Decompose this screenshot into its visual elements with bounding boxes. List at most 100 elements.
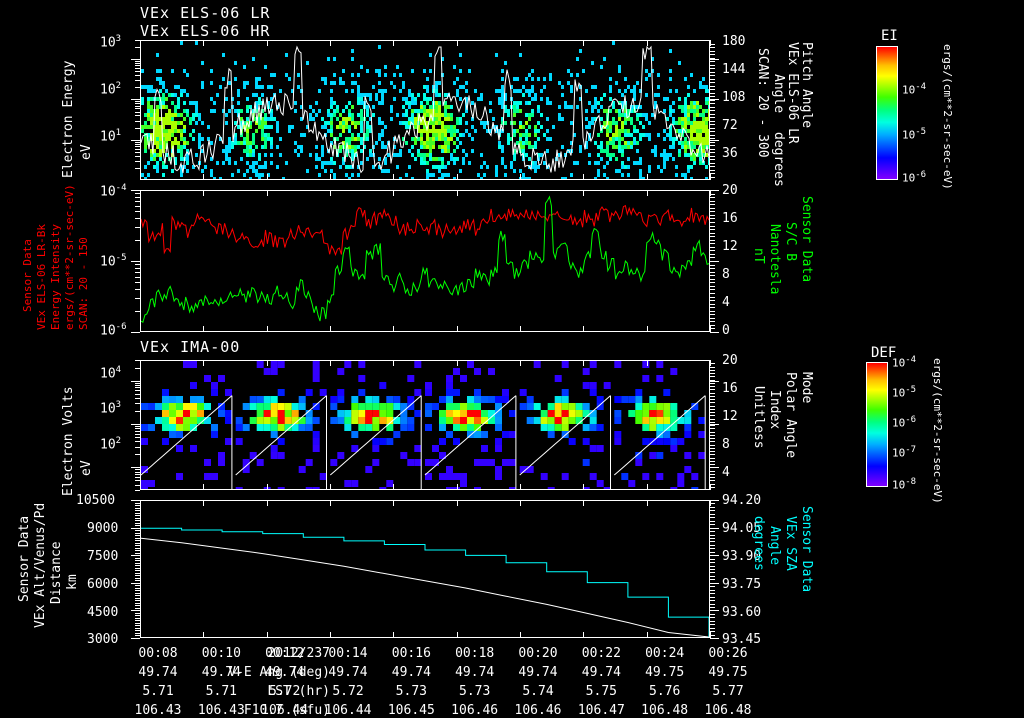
tick-mark [135,426,140,427]
tick-mark [710,477,715,478]
tick-mark [710,406,715,407]
tick-mark [135,603,140,604]
tick-mark [710,415,715,416]
tick-mark [135,289,140,290]
tick-mark [520,40,521,46]
tick-mark [710,484,711,490]
tick-mark [710,59,719,60]
tick-mark [647,484,648,490]
tick-mark [710,363,715,364]
tick-mark [135,469,140,470]
tick-mark [710,393,715,394]
tick-mark [710,635,715,636]
footer-f107-0: 106.43 [134,703,182,718]
panel-ima-spectrogram [140,360,710,490]
panel1-right-axis-label-4: degrees [771,132,786,187]
tick-mark [135,620,140,621]
tick-mark [135,63,140,64]
tick-mark [267,632,268,638]
tick-mark [135,447,140,448]
footer-ve-ang-4: 49.74 [391,665,431,680]
tick-mark [135,548,140,549]
tick-mark [135,206,140,207]
panel3-left-axis-label-2: eV [79,460,94,476]
tick-mark [135,47,140,48]
def-colorbar-title: DEF [871,345,897,361]
tick-mark [135,454,140,455]
tick-mark [135,128,140,129]
tick-mark [710,535,715,536]
tick-mark [710,480,715,481]
panel2-left-axis-label-4: ergs/(cm**2-sr-sec-eV) [63,184,76,330]
panel4-left-axis-label-1: Sensor Data [17,515,32,602]
tick-mark [710,204,715,205]
tick-mark [135,598,140,599]
panel1-right-axis-label-3: Angle [771,74,786,114]
tick-mark [135,282,140,283]
tick-mark [135,510,140,511]
tick-mark [710,569,715,570]
tick-mark [267,40,268,46]
tick-mark [647,326,648,332]
tick-mark [710,297,715,298]
tick-mark [710,373,715,374]
tick-mark [710,79,715,80]
tick-mark [710,402,715,403]
tick-mark [710,211,715,212]
tick-mark [393,190,394,196]
tick-mark [710,190,719,191]
tick-mark [135,368,140,369]
tick-mark [710,72,715,73]
tick-mark [583,40,584,46]
panel1-right-axis-label-2: VEx ELS-06 LR [785,42,800,144]
footer-row-label-date: 2012/237 [267,646,330,661]
tick-mark [135,75,140,76]
tick-mark [710,226,715,227]
footer-time-3: 00:14 [328,646,368,661]
tick-mark [710,177,715,178]
tick-mark [393,174,394,180]
panel1-left-axis-label-1: Electron Energy [61,60,76,178]
tick-mark [710,528,715,529]
tick-mark [267,360,268,366]
tick-mark [710,268,715,269]
tick-mark [131,59,140,60]
tick-mark [710,367,715,368]
tick-mark [330,174,331,180]
footer-f107-6: 106.46 [514,703,562,718]
footer-ve-ang-0: 49.74 [138,665,178,680]
tick-mark [710,514,715,515]
tick-mark [710,166,715,167]
tick-mark [457,632,458,638]
tick-mark [135,108,140,109]
tick-mark [710,517,715,518]
footer-lst-5: 5.73 [459,684,491,699]
def-colorbar [866,362,888,487]
tick-mark [520,484,521,490]
def-colorbar-unit: ergs/(cm**2-sr-sec-eV) [931,358,944,504]
tick-mark [135,121,140,122]
tick-mark [131,99,140,100]
tick-mark [140,632,141,638]
tick-mark [710,435,715,436]
panel4-right-axis-label-1: Sensor Data [799,506,814,593]
tick-mark [267,174,268,180]
ei-colorbar-title: EI [881,28,898,44]
tick-mark [135,595,140,596]
footer-lst-2: 5.72 [269,684,301,699]
tick-mark [710,332,719,333]
tick-mark [135,630,140,631]
tick-mark [710,614,715,615]
tick-mark [710,386,715,387]
footer-f107-8: 106.48 [641,703,689,718]
tick-mark [135,197,140,198]
tick-mark [135,152,140,153]
tick-mark [710,229,715,230]
tick-mark [710,236,715,237]
panel3-left-axis-label-1: Electron Volts [61,386,76,496]
tick-mark [135,390,140,391]
tick-mark [203,40,204,46]
tick-mark [131,424,140,425]
tick-mark [131,467,140,468]
